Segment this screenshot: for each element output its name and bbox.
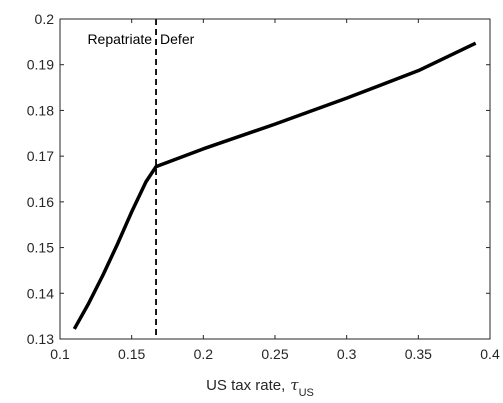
x-tick-label: 0.4 xyxy=(480,346,500,362)
y-tick-label: 0.15 xyxy=(27,240,54,256)
y-tick-label: 0.13 xyxy=(27,331,54,347)
x-tick-label: 0.1 xyxy=(50,346,70,362)
defer-label: Defer xyxy=(160,31,195,47)
y-tick-label: 0.19 xyxy=(27,57,54,73)
x-tick-label: 0.15 xyxy=(118,346,145,362)
y-tick-label: 0.14 xyxy=(27,285,54,301)
x-tick-label: 0.25 xyxy=(261,346,288,362)
y-tick-label: 0.16 xyxy=(27,194,54,210)
y-tick-label: 0.17 xyxy=(27,148,54,164)
x-axis-symbol: τ xyxy=(290,376,299,394)
repatriate-label: Repatriate xyxy=(87,31,152,47)
x-axis-subscript: US xyxy=(299,387,314,399)
x-tick-label: 0.3 xyxy=(337,346,357,362)
plot-frame xyxy=(59,18,491,340)
ticks-layer: 0.1 0.15 0.2 0.25 0.3 0.35 0.4 0.13 0.14 0.15 0.16… xyxy=(27,11,500,362)
x-tick-label: 0.35 xyxy=(405,346,432,362)
x-axis-label: US tax rate, xyxy=(206,377,285,394)
x-tick-label: 0.2 xyxy=(194,346,214,362)
x-axis-title: US tax rate, τUS xyxy=(206,376,314,399)
y-tick-label: 0.2 xyxy=(35,11,55,27)
y-tick-label: 0.18 xyxy=(27,102,54,118)
series-line xyxy=(72,41,477,330)
